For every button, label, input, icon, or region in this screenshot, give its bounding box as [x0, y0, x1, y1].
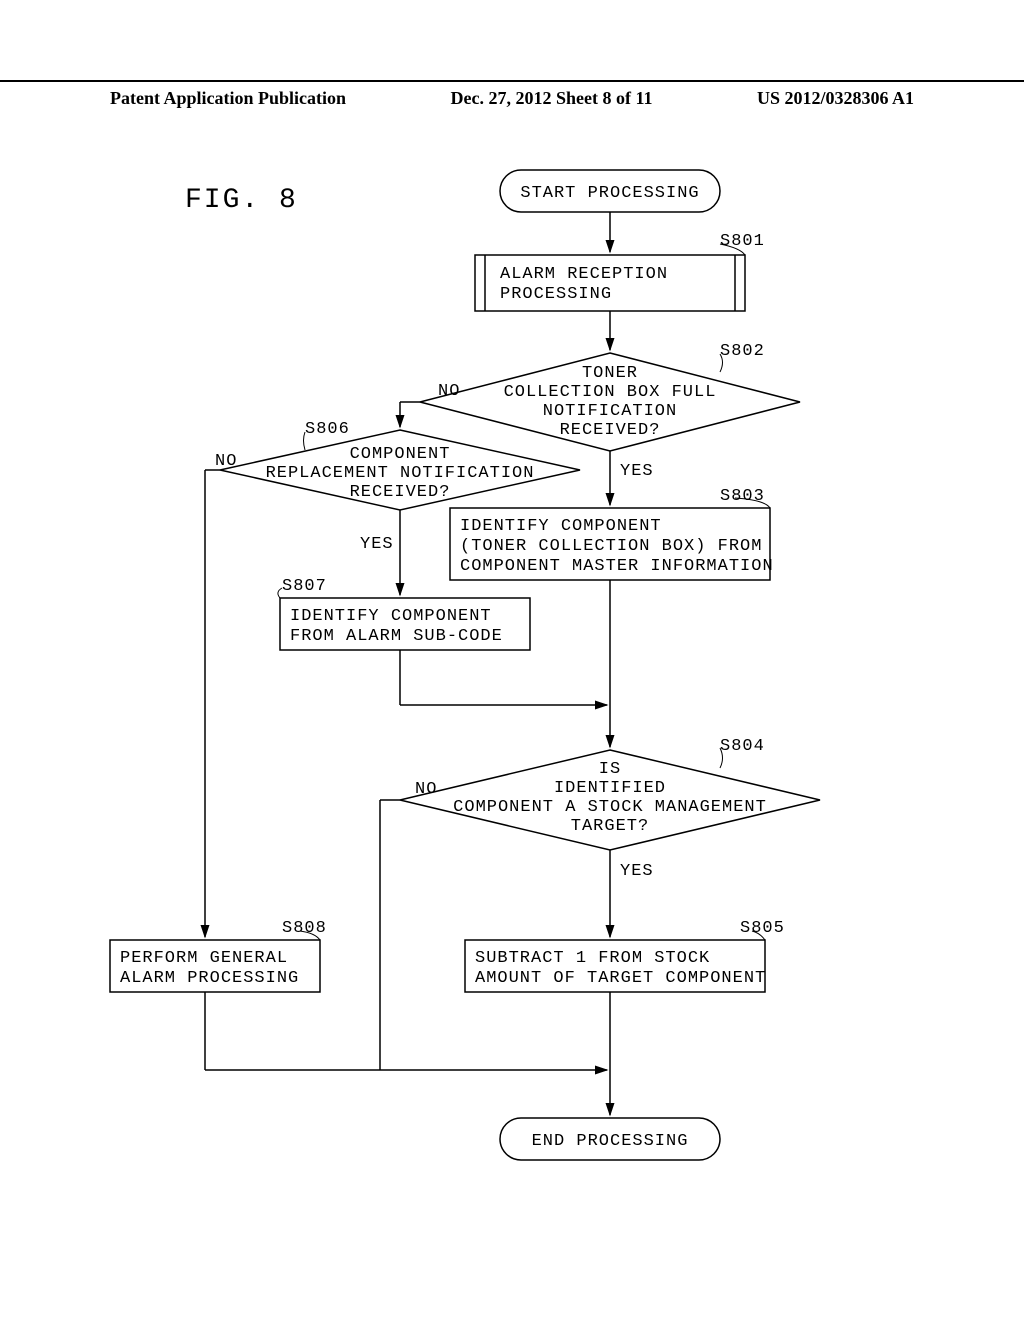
s803-l2: (TONER COLLECTION BOX) FROM [460, 537, 762, 556]
s804-l2: IDENTIFIED [554, 779, 666, 798]
s802-l3: NOTIFICATION [543, 402, 677, 421]
s803-l1: IDENTIFY COMPONENT [460, 517, 662, 536]
node-end: END PROCESSING [500, 1118, 720, 1160]
s802-yes: YES [620, 462, 654, 481]
s808-l1: PERFORM GENERAL [120, 949, 288, 968]
s802-no: NO [438, 382, 460, 401]
s806-l3: RECEIVED? [350, 483, 451, 502]
node-s803: IDENTIFY COMPONENT (TONER COLLECTION BOX… [450, 487, 774, 580]
node-start: START PROCESSING [500, 170, 720, 212]
node-s805: SUBTRACT 1 FROM STOCK AMOUNT OF TARGET C… [465, 919, 785, 992]
s801-label: S801 [720, 232, 765, 251]
s802-l2: COLLECTION BOX FULL [504, 383, 717, 402]
s803-l3: COMPONENT MASTER INFORMATION [460, 557, 774, 576]
node-s801: ALARM RECEPTION PROCESSING S801 [475, 232, 765, 311]
s801-line2: PROCESSING [500, 285, 612, 304]
patent-header: Patent Application Publication Dec. 27, … [0, 80, 1024, 109]
header-center: Dec. 27, 2012 Sheet 8 of 11 [451, 88, 653, 109]
s804-yes: YES [620, 862, 654, 881]
flowchart: START PROCESSING ALARM RECEPTION PROCESS… [0, 150, 1024, 1320]
s802-l1: TONER [582, 364, 638, 383]
s806-no: NO [215, 452, 237, 471]
start-text: START PROCESSING [520, 184, 699, 203]
s806-label: S806 [305, 420, 350, 439]
s807-label: S807 [282, 577, 327, 596]
s802-label: S802 [720, 342, 765, 361]
s802-l4: RECEIVED? [560, 421, 661, 440]
s804-l1: IS [599, 760, 621, 779]
node-s806: COMPONENT REPLACEMENT NOTIFICATION RECEI… [220, 420, 580, 510]
node-s804: IS IDENTIFIED COMPONENT A STOCK MANAGEME… [400, 737, 820, 850]
s805-label: S805 [740, 919, 785, 938]
header-left: Patent Application Publication [110, 88, 346, 109]
node-s802: TONER COLLECTION BOX FULL NOTIFICATION R… [420, 342, 800, 451]
s804-no: NO [415, 780, 437, 799]
s805-l2: AMOUNT OF TARGET COMPONENT [475, 969, 766, 988]
s806-l1: COMPONENT [350, 445, 451, 464]
node-s807: IDENTIFY COMPONENT FROM ALARM SUB-CODE S… [278, 577, 530, 650]
s808-l2: ALARM PROCESSING [120, 969, 299, 988]
s804-l3: COMPONENT A STOCK MANAGEMENT [453, 798, 767, 817]
s806-l2: REPLACEMENT NOTIFICATION [266, 464, 535, 483]
header-right: US 2012/0328306 A1 [757, 88, 914, 109]
s801-line1: ALARM RECEPTION [500, 265, 668, 284]
s807-l1: IDENTIFY COMPONENT [290, 607, 492, 626]
s806-yes: YES [360, 535, 394, 554]
s808-label: S808 [282, 919, 327, 938]
s804-l4: TARGET? [571, 817, 649, 836]
s804-label: S804 [720, 737, 765, 756]
end-text: END PROCESSING [532, 1132, 689, 1151]
s807-l2: FROM ALARM SUB-CODE [290, 627, 503, 646]
s805-l1: SUBTRACT 1 FROM STOCK [475, 949, 710, 968]
s803-label: S803 [720, 487, 765, 506]
node-s808: PERFORM GENERAL ALARM PROCESSING S808 [110, 919, 327, 992]
